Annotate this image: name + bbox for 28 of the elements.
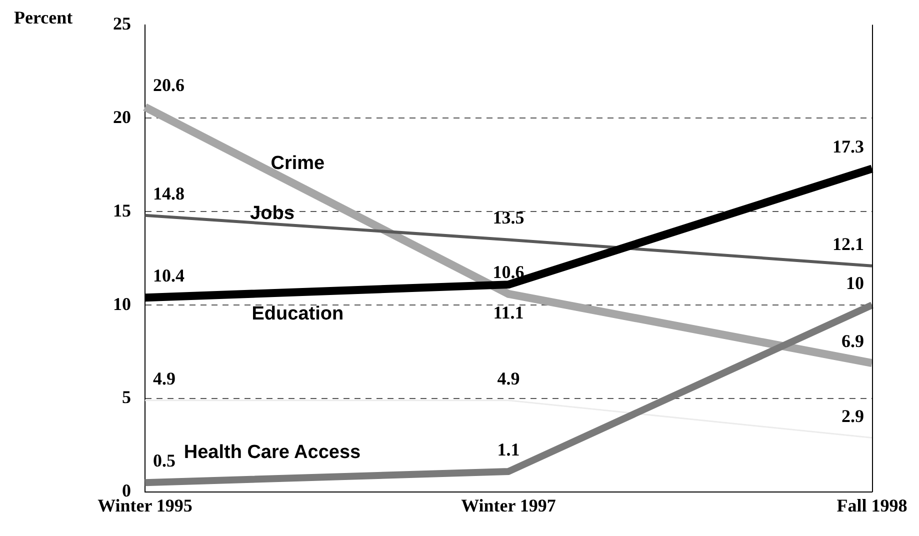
y-tick-label: 0	[122, 480, 131, 501]
data-label: 6.9	[842, 331, 864, 352]
data-label: 4.9	[497, 368, 520, 388]
series-label: Jobs	[250, 203, 294, 224]
data-label: 2.9	[842, 406, 864, 426]
data-label: 1.1	[497, 439, 520, 460]
y-tick-label: 5	[122, 387, 131, 408]
series-label: Health Care Access	[184, 442, 361, 463]
data-label: 14.8	[153, 183, 184, 204]
y-tick-label: 15	[113, 200, 131, 220]
x-tick-label: Fall 1998	[836, 495, 908, 516]
data-label: 10	[846, 273, 864, 294]
data-label: 10.6	[492, 262, 524, 282]
data-label: 0.5	[153, 450, 176, 471]
series-label: Crime	[270, 152, 325, 174]
x-tick-label: Winter 1997	[461, 495, 556, 516]
y-tick-label: 10	[113, 294, 131, 314]
data-label: 20.6	[153, 75, 184, 96]
data-label: 17.3	[832, 136, 864, 157]
y-tick-label: 20	[113, 106, 131, 127]
data-label: 12.1	[832, 234, 864, 254]
series-label: Education	[252, 303, 344, 324]
y-axis-title: Percent	[14, 7, 73, 28]
data-label: 10.4	[153, 266, 184, 286]
data-label: 11.1	[493, 302, 524, 323]
data-label: 13.5	[492, 208, 524, 228]
data-label: 4.9	[153, 368, 176, 388]
y-tick-label: 25	[113, 13, 131, 34]
